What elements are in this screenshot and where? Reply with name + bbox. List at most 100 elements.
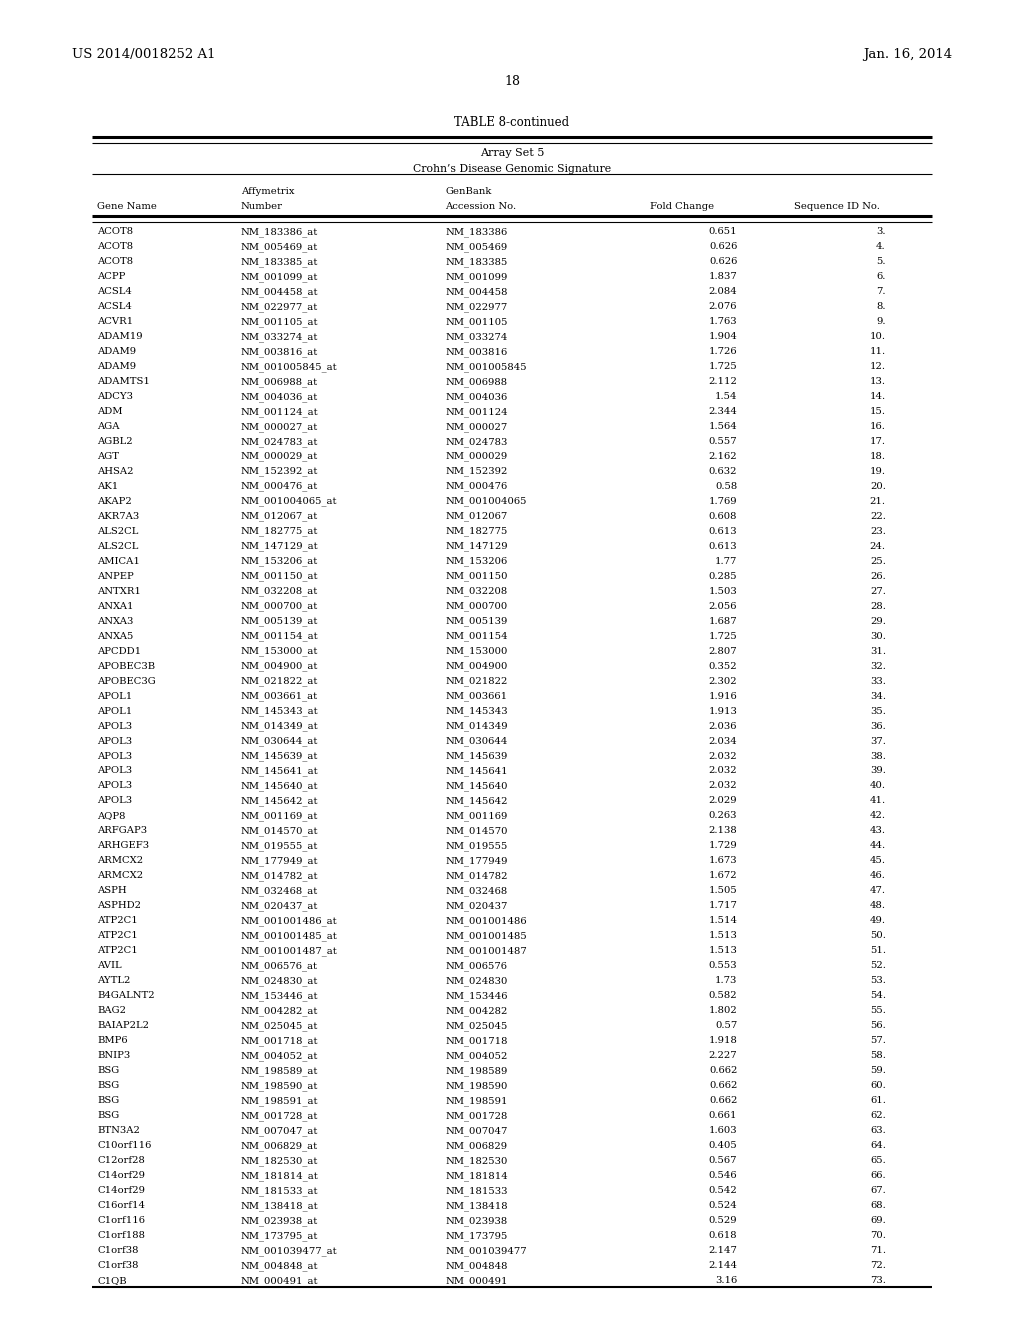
Text: ANXA1: ANXA1 (97, 602, 134, 611)
Text: NM_181814: NM_181814 (445, 1171, 508, 1181)
Text: NM_019555_at: NM_019555_at (241, 841, 318, 851)
Text: C16orf14: C16orf14 (97, 1201, 145, 1210)
Text: 0.553: 0.553 (709, 961, 737, 970)
Text: NM_030644_at: NM_030644_at (241, 737, 318, 746)
Text: NM_198590: NM_198590 (445, 1081, 508, 1090)
Text: NM_147129: NM_147129 (445, 541, 508, 552)
Text: 16.: 16. (869, 422, 886, 430)
Text: 2.056: 2.056 (709, 602, 737, 611)
Text: NM_138418_at: NM_138418_at (241, 1201, 318, 1210)
Text: NM_182775: NM_182775 (445, 527, 508, 536)
Text: NM_001001487_at: NM_001001487_at (241, 946, 337, 956)
Text: 51.: 51. (869, 946, 886, 956)
Text: NM_005469: NM_005469 (445, 242, 508, 252)
Text: Gene Name: Gene Name (97, 202, 157, 211)
Text: NM_001124: NM_001124 (445, 407, 508, 417)
Text: NM_024783: NM_024783 (445, 437, 508, 446)
Text: NM_001001485: NM_001001485 (445, 932, 527, 941)
Text: 0.608: 0.608 (709, 512, 737, 521)
Text: NM_001169_at: NM_001169_at (241, 812, 318, 821)
Text: NM_177949_at: NM_177949_at (241, 857, 318, 866)
Text: 1.514: 1.514 (709, 916, 737, 925)
Text: GenBank: GenBank (445, 187, 492, 197)
Text: BAG2: BAG2 (97, 1006, 126, 1015)
Text: NM_001001486: NM_001001486 (445, 916, 527, 927)
Text: 39.: 39. (869, 767, 886, 775)
Text: NM_198591: NM_198591 (445, 1096, 508, 1106)
Text: NM_032208_at: NM_032208_at (241, 586, 317, 597)
Text: 9.: 9. (877, 317, 886, 326)
Text: US 2014/0018252 A1: US 2014/0018252 A1 (72, 48, 215, 61)
Text: 2.112: 2.112 (709, 378, 737, 385)
Text: NM_000029: NM_000029 (445, 451, 508, 462)
Text: APOL3: APOL3 (97, 737, 132, 746)
Text: 1.763: 1.763 (709, 317, 737, 326)
Text: 58.: 58. (869, 1051, 886, 1060)
Text: NM_019555: NM_019555 (445, 841, 508, 851)
Text: 53.: 53. (869, 977, 886, 985)
Text: 0.285: 0.285 (709, 572, 737, 581)
Text: 1.802: 1.802 (709, 1006, 737, 1015)
Text: NM_014570: NM_014570 (445, 826, 508, 836)
Text: ADAM9: ADAM9 (97, 362, 136, 371)
Text: 29.: 29. (869, 616, 886, 626)
Text: NM_004900: NM_004900 (445, 661, 508, 672)
Text: NM_020437: NM_020437 (445, 902, 508, 911)
Text: NM_001005845_at: NM_001005845_at (241, 362, 337, 372)
Text: NM_001001486_at: NM_001001486_at (241, 916, 337, 927)
Text: NM_014782_at: NM_014782_at (241, 871, 318, 880)
Text: 0.662: 0.662 (709, 1067, 737, 1076)
Text: 0.618: 0.618 (709, 1232, 737, 1239)
Text: NM_001154_at: NM_001154_at (241, 632, 318, 642)
Text: 0.567: 0.567 (709, 1156, 737, 1166)
Text: 66.: 66. (870, 1171, 886, 1180)
Text: NM_033274: NM_033274 (445, 331, 508, 342)
Text: B4GALNT2: B4GALNT2 (97, 991, 155, 1001)
Text: NM_000476: NM_000476 (445, 482, 508, 491)
Text: NM_004848_at: NM_004848_at (241, 1261, 318, 1271)
Text: APCDD1: APCDD1 (97, 647, 141, 656)
Text: 70.: 70. (869, 1232, 886, 1239)
Text: 1.725: 1.725 (709, 632, 737, 640)
Text: 43.: 43. (869, 826, 886, 836)
Text: 2.032: 2.032 (709, 767, 737, 775)
Text: NM_182530: NM_182530 (445, 1156, 508, 1166)
Text: 30.: 30. (869, 632, 886, 640)
Text: ANTXR1: ANTXR1 (97, 586, 141, 595)
Text: 2.029: 2.029 (709, 796, 737, 805)
Text: NM_004282: NM_004282 (445, 1006, 508, 1016)
Text: NM_004900_at: NM_004900_at (241, 661, 318, 672)
Text: NM_001154: NM_001154 (445, 632, 508, 642)
Text: 2.162: 2.162 (709, 451, 737, 461)
Text: NM_177949: NM_177949 (445, 857, 508, 866)
Text: NM_001718: NM_001718 (445, 1036, 508, 1045)
Text: NM_001728_at: NM_001728_at (241, 1111, 318, 1121)
Text: NM_024830: NM_024830 (445, 977, 508, 986)
Text: 0.405: 0.405 (709, 1140, 737, 1150)
Text: C10orf116: C10orf116 (97, 1140, 152, 1150)
Text: 23.: 23. (869, 527, 886, 536)
Text: NM_000491: NM_000491 (445, 1276, 508, 1286)
Text: 15.: 15. (869, 407, 886, 416)
Text: APOL3: APOL3 (97, 781, 132, 791)
Text: NM_000027: NM_000027 (445, 422, 508, 432)
Text: 12.: 12. (869, 362, 886, 371)
Text: 0.632: 0.632 (709, 467, 737, 475)
Text: NM_198590_at: NM_198590_at (241, 1081, 318, 1090)
Text: 64.: 64. (869, 1140, 886, 1150)
Text: 0.662: 0.662 (709, 1081, 737, 1090)
Text: NM_023938_at: NM_023938_at (241, 1216, 317, 1226)
Text: 2.344: 2.344 (709, 407, 737, 416)
Text: 0.352: 0.352 (709, 661, 737, 671)
Text: APOBEC3G: APOBEC3G (97, 677, 156, 685)
Text: ARMCX2: ARMCX2 (97, 857, 143, 866)
Text: 1.729: 1.729 (709, 841, 737, 850)
Text: 1.725: 1.725 (709, 362, 737, 371)
Text: 2.032: 2.032 (709, 751, 737, 760)
Text: ADAMTS1: ADAMTS1 (97, 378, 151, 385)
Text: 2.076: 2.076 (709, 302, 737, 312)
Text: NM_001124_at: NM_001124_at (241, 407, 318, 417)
Text: BSG: BSG (97, 1111, 120, 1121)
Text: 71.: 71. (869, 1246, 886, 1255)
Text: 41.: 41. (869, 796, 886, 805)
